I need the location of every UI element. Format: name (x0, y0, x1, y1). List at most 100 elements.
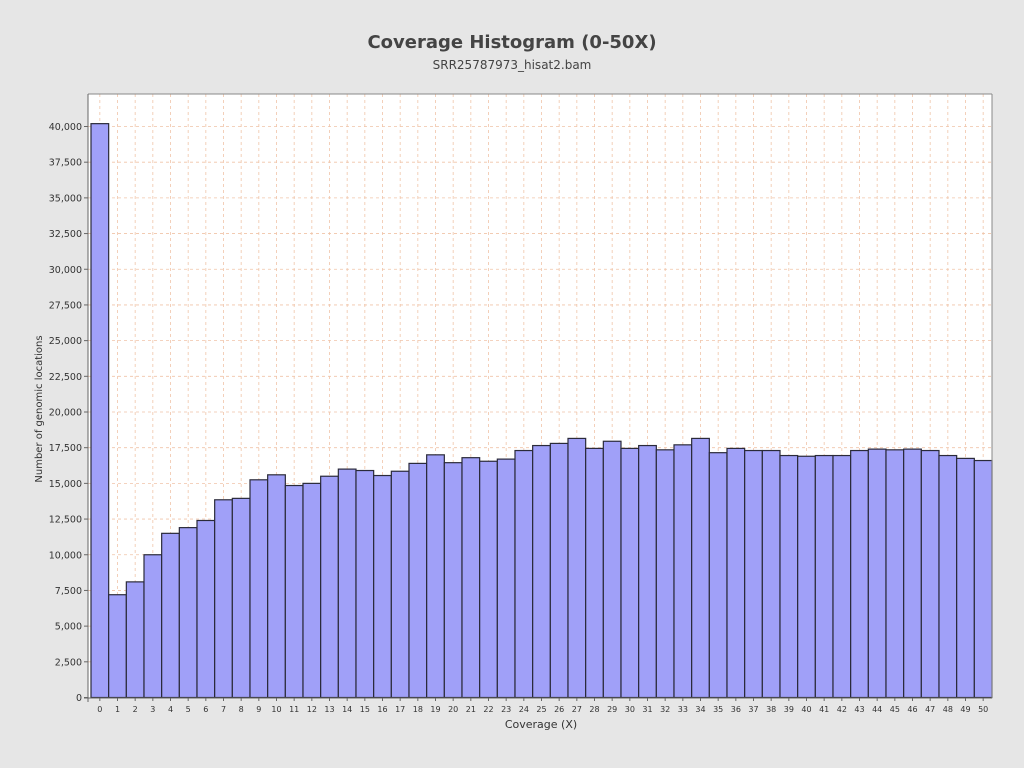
x-tick-label: 0 (97, 705, 102, 714)
bar-21 (461, 457, 481, 699)
x-tick-label: 43 (854, 705, 864, 714)
bar-32 (655, 449, 675, 699)
y-tick-label: 15,000 (49, 479, 82, 490)
x-tick-label: 40 (801, 705, 811, 714)
x-tick-label: 29 (607, 705, 617, 714)
bar-14 (337, 468, 357, 699)
bar-34 (691, 437, 710, 699)
bar-16 (373, 474, 392, 699)
x-tick-label: 28 (589, 705, 599, 714)
y-tick-label: 32,500 (49, 229, 82, 240)
x-tick-label: 26 (554, 705, 564, 714)
bar-8 (231, 497, 251, 699)
bar-37 (744, 449, 763, 699)
x-tick-label: 46 (907, 705, 917, 714)
y-tick-label: 30,000 (49, 265, 82, 276)
x-tick-label: 17 (395, 705, 405, 714)
x-tick-label: 35 (713, 705, 723, 714)
x-tick-label: 47 (925, 705, 935, 714)
y-tick-label: 17,500 (49, 443, 82, 454)
y-tick-label: 20,000 (49, 408, 82, 419)
axes (84, 93, 993, 702)
x-tick-label: 16 (377, 705, 387, 714)
bar-27 (567, 437, 587, 699)
bar-1 (108, 594, 127, 699)
y-tick-label: 5,000 (55, 622, 82, 633)
bar-36 (726, 447, 746, 699)
x-tick-label: 18 (413, 705, 423, 714)
x-tick-label: 8 (239, 705, 244, 714)
y-tick-label: 37,500 (49, 158, 82, 169)
y-tick-label: 0 (76, 693, 82, 704)
y-tick-label: 7,500 (55, 586, 82, 597)
bar-19 (426, 454, 445, 699)
x-tick-label: 36 (731, 705, 741, 714)
x-tick-label: 33 (678, 705, 688, 714)
x-tick-label: 39 (784, 705, 794, 714)
bar-42 (832, 454, 852, 699)
bar-18 (408, 462, 428, 699)
x-axis-ticks: 0 1 2 3 4 5 6 7 8 9 10 11 12 13 14 15 16 17 18 19 20 21 22 23 24… (97, 698, 988, 714)
bar-46 (903, 448, 922, 699)
y-tick-label: 40,000 (49, 122, 82, 133)
bar-3 (143, 554, 163, 699)
x-tick-label: 50 (978, 705, 988, 714)
x-tick-label: 14 (342, 705, 352, 714)
bar-39 (779, 454, 799, 699)
x-tick-label: 32 (660, 705, 670, 714)
bar-6 (196, 519, 216, 699)
bar-4 (161, 532, 180, 699)
x-tick-label: 7 (221, 705, 226, 714)
chart-subtitle: SRR25787973_hisat2.bam (433, 58, 592, 72)
bar-9 (249, 479, 269, 699)
bar-15 (355, 469, 375, 699)
bar-30 (620, 447, 640, 699)
x-tick-label: 34 (695, 705, 705, 714)
x-tick-label: 37 (748, 705, 758, 714)
y-tick-label: 22,500 (49, 372, 82, 383)
x-tick-label: 24 (519, 705, 529, 714)
x-tick-label: 6 (203, 705, 208, 714)
bar-31 (638, 444, 657, 699)
x-tick-label: 12 (307, 705, 317, 714)
bar-24 (514, 449, 534, 699)
bar-35 (708, 452, 728, 699)
y-tick-label: 10,000 (49, 550, 82, 561)
bar-26 (549, 442, 569, 699)
bar-49 (956, 457, 975, 699)
bars (90, 123, 993, 699)
x-tick-label: 27 (572, 705, 582, 714)
x-tick-label: 49 (960, 705, 970, 714)
bar-43 (850, 449, 869, 699)
y-tick-label: 27,500 (49, 300, 82, 311)
y-tick-label: 35,000 (49, 193, 82, 204)
x-tick-label: 38 (766, 705, 776, 714)
bar-13 (320, 475, 339, 699)
x-tick-label: 42 (837, 705, 847, 714)
x-tick-label: 41 (819, 705, 829, 714)
bar-11 (284, 484, 304, 699)
y-tick-label: 2,500 (55, 657, 82, 668)
x-tick-label: 13 (324, 705, 334, 714)
bar-7 (214, 499, 233, 699)
x-tick-label: 22 (483, 705, 493, 714)
bar-29 (602, 440, 622, 699)
bar-45 (885, 449, 905, 699)
x-tick-label: 11 (289, 705, 299, 714)
x-tick-label: 20 (448, 705, 458, 714)
bar-44 (867, 448, 887, 699)
chart-title: Coverage Histogram (0-50X) (367, 32, 656, 53)
x-tick-label: 21 (466, 705, 476, 714)
bar-48 (938, 454, 958, 699)
bar-0 (90, 123, 110, 699)
x-tick-label: 31 (642, 705, 652, 714)
bar-10 (267, 474, 286, 699)
x-tick-label: 25 (536, 705, 546, 714)
x-tick-label: 19 (430, 705, 440, 714)
x-tick-label: 9 (256, 705, 261, 714)
x-axis-label: Coverage (X) (505, 718, 577, 731)
x-tick-label: 45 (890, 705, 900, 714)
bar-50 (973, 459, 993, 699)
